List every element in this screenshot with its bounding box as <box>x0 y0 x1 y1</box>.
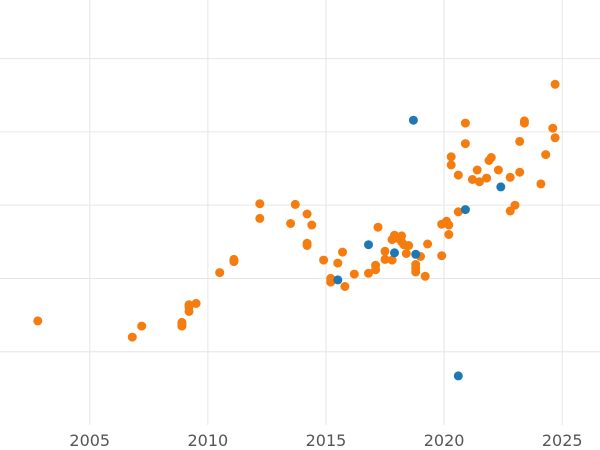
point-s0-26 <box>340 282 350 291</box>
x-tick-label-2010: 2010 <box>188 431 229 450</box>
point-s0-52 <box>444 230 454 239</box>
x-tick-label-2025: 2025 <box>542 431 583 450</box>
point-s0-45 <box>411 260 421 269</box>
point-s0-78 <box>550 79 560 89</box>
point-s1-0 <box>333 275 343 285</box>
point-s0-13 <box>255 213 265 223</box>
point-s0-0 <box>33 316 43 326</box>
point-s0-42 <box>404 241 414 250</box>
x-tick-label-2005: 2005 <box>69 431 110 450</box>
point-s0-54 <box>446 160 456 170</box>
point-s0-74 <box>536 179 546 189</box>
point-s0-27 <box>349 269 359 279</box>
point-s0-15 <box>286 219 296 228</box>
point-s0-23 <box>326 273 336 283</box>
point-s0-63 <box>482 173 492 183</box>
point-s1-3 <box>408 115 418 125</box>
point-s0-12 <box>229 254 239 264</box>
points-layer <box>33 79 560 381</box>
point-s0-9 <box>191 298 201 308</box>
point-s0-55 <box>446 152 456 162</box>
point-s0-32 <box>380 254 390 264</box>
point-s0-58 <box>460 139 470 149</box>
point-s0-56 <box>453 207 463 217</box>
point-s0-47 <box>420 271 430 281</box>
point-s0-25 <box>338 247 347 257</box>
point-s0-20 <box>307 220 317 230</box>
point-s0-34 <box>387 255 397 265</box>
point-s0-70 <box>515 167 525 177</box>
point-s1-4 <box>411 249 421 259</box>
point-s0-5 <box>177 317 187 327</box>
point-s0-33 <box>380 246 390 256</box>
point-s0-49 <box>437 251 447 261</box>
x-tick-label-2015: 2015 <box>306 431 347 450</box>
point-s0-21 <box>319 255 329 265</box>
point-s0-75 <box>541 150 551 160</box>
x-tick-label-2020: 2020 <box>424 431 465 450</box>
point-s1-7 <box>496 182 506 192</box>
point-s0-10 <box>215 268 225 278</box>
point-s0-73 <box>519 116 529 126</box>
point-s1-5 <box>453 371 463 381</box>
point-s0-14 <box>255 199 265 209</box>
point-s0-16 <box>290 199 300 209</box>
point-s1-1 <box>364 240 373 250</box>
point-s0-1 <box>127 332 137 342</box>
point-s0-59 <box>460 118 470 128</box>
point-s0-61 <box>472 165 482 175</box>
point-s0-65 <box>486 153 496 162</box>
point-s0-57 <box>453 170 463 180</box>
point-s0-62 <box>475 177 484 187</box>
point-s0-39 <box>397 231 407 241</box>
point-s0-71 <box>515 136 525 146</box>
point-s0-60 <box>467 175 477 184</box>
point-s0-41 <box>401 249 411 258</box>
point-s0-76 <box>548 123 558 133</box>
point-s0-28 <box>364 268 373 278</box>
point-s0-66 <box>493 165 503 175</box>
point-s0-19 <box>302 209 312 219</box>
point-s0-31 <box>373 222 383 232</box>
point-s0-68 <box>505 172 515 182</box>
point-s1-6 <box>460 205 470 215</box>
point-s0-48 <box>423 239 433 249</box>
point-s1-2 <box>390 248 399 258</box>
point-s0-8 <box>184 300 194 310</box>
point-s0-18 <box>302 238 312 248</box>
point-s0-2 <box>137 321 147 331</box>
point-s0-53 <box>444 220 454 230</box>
point-s0-77 <box>550 133 560 143</box>
point-s0-24 <box>333 258 343 268</box>
point-s0-69 <box>510 200 520 210</box>
point-s0-30 <box>371 260 381 270</box>
grid-layer <box>0 0 600 425</box>
x-tick-labels: 2005 2010 2015 2020 2025 <box>69 431 582 450</box>
